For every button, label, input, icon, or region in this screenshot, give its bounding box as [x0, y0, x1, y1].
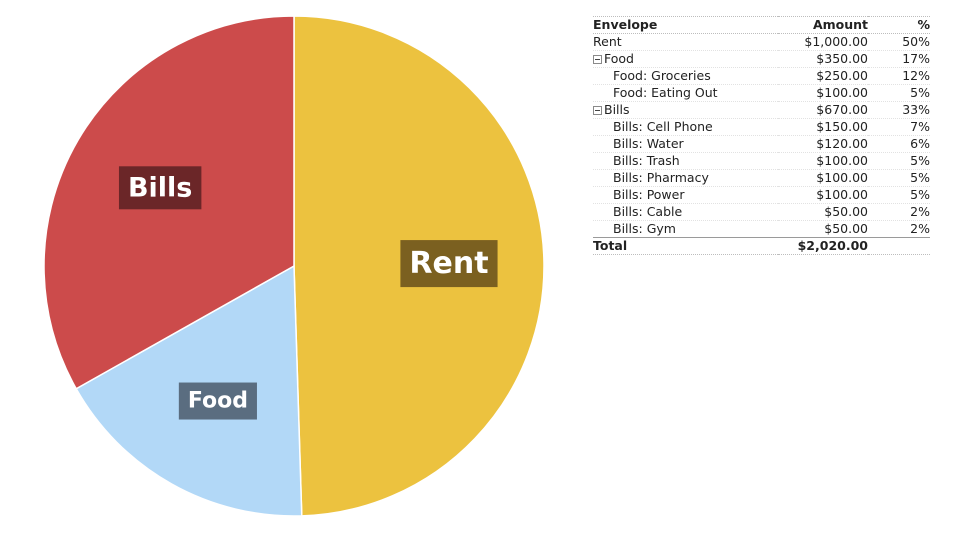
row-envelope: Bills: Cable	[593, 203, 778, 221]
row-amount: $100.00	[778, 84, 868, 102]
total-amount: $2,020.00	[778, 237, 868, 255]
row-percent: 12%	[868, 67, 930, 85]
pie-label-box-bills	[118, 166, 202, 210]
row-envelope-label: Bills: Cable	[613, 204, 683, 219]
row-envelope: Bills: Trash	[593, 152, 778, 170]
row-amount: $250.00	[778, 67, 868, 85]
pie-label-bills: Bills	[128, 172, 192, 203]
row-envelope[interactable]: Bills	[593, 101, 778, 119]
table-row: Bills: Cable $50.00 2%	[593, 203, 930, 221]
row-envelope-label: Bills: Pharmacy	[613, 170, 709, 185]
row-percent: 5%	[868, 169, 930, 187]
table-row: Bills: Power $100.00 5%	[593, 186, 930, 204]
row-envelope-label: Food	[604, 51, 634, 66]
row-percent: 7%	[868, 118, 930, 136]
row-percent: 33%	[868, 101, 930, 119]
table-row: Bills: Gym $50.00 2%	[593, 220, 930, 238]
row-envelope-label: Bills: Power	[613, 187, 685, 202]
row-envelope: Bills: Power	[593, 186, 778, 204]
row-amount: $1,000.00	[778, 33, 868, 51]
row-percent: 50%	[868, 33, 930, 51]
table-row: Bills: Trash $100.00 5%	[593, 152, 930, 170]
row-envelope: Food: Groceries	[593, 67, 778, 85]
header-percent: %	[868, 16, 930, 34]
row-percent: 5%	[868, 186, 930, 204]
row-amount: $50.00	[778, 220, 868, 238]
row-percent: 17%	[868, 50, 930, 68]
row-envelope: Bills: Cell Phone	[593, 118, 778, 136]
row-envelope-label: Rent	[593, 34, 622, 49]
row-envelope: Bills: Water	[593, 135, 778, 153]
row-percent: 6%	[868, 135, 930, 153]
header-envelope: Envelope	[593, 16, 778, 34]
row-envelope-label: Bills: Gym	[613, 221, 676, 236]
row-envelope-label: Food: Eating Out	[613, 85, 718, 100]
table-row: Food: Eating Out $100.00 5%	[593, 84, 930, 102]
row-amount: $670.00	[778, 101, 868, 119]
pie-label-box-food	[178, 382, 257, 420]
row-amount: $100.00	[778, 186, 868, 204]
header-amount: Amount	[778, 16, 868, 34]
pie-label-food: Food	[188, 389, 248, 414]
collapse-minus-icon[interactable]	[593, 55, 602, 64]
row-amount: $100.00	[778, 152, 868, 170]
row-amount: $50.00	[778, 203, 868, 221]
row-envelope-label: Bills: Cell Phone	[613, 119, 713, 134]
pie-chart: Rent Food Bills	[43, 15, 545, 517]
row-percent: 2%	[868, 203, 930, 221]
total-label: Total	[593, 237, 778, 255]
row-envelope-label: Bills: Water	[613, 136, 684, 151]
row-envelope-label: Food: Groceries	[613, 68, 711, 83]
row-amount: $350.00	[778, 50, 868, 68]
row-envelope: Bills: Pharmacy	[593, 169, 778, 187]
row-envelope: Rent	[593, 33, 778, 51]
row-amount: $120.00	[778, 135, 868, 153]
row-amount: $100.00	[778, 169, 868, 187]
collapse-minus-icon[interactable]	[593, 106, 602, 115]
row-percent: 2%	[868, 220, 930, 238]
table-total-row: Total $2,020.00	[593, 237, 930, 255]
row-envelope: Bills: Gym	[593, 220, 778, 238]
row-envelope-label: Bills: Trash	[613, 153, 680, 168]
row-percent: 5%	[868, 152, 930, 170]
envelope-table: Envelope Amount % Rent $1,000.00 50% Food $3…	[593, 16, 930, 255]
table-row: Bills: Pharmacy $100.00 5%	[593, 169, 930, 187]
table-header-row: Envelope Amount %	[593, 16, 930, 34]
table-row: Rent $1,000.00 50%	[593, 33, 930, 51]
pie-label-rent: Rent	[409, 246, 488, 281]
row-envelope: Food: Eating Out	[593, 84, 778, 102]
total-percent	[868, 237, 930, 255]
row-percent: 5%	[868, 84, 930, 102]
table-row: Food: Groceries $250.00 12%	[593, 67, 930, 85]
table-group-row: Bills $670.00 33%	[593, 101, 930, 119]
row-amount: $150.00	[778, 118, 868, 136]
table-group-row: Food $350.00 17%	[593, 50, 930, 68]
table-row: Bills: Cell Phone $150.00 7%	[593, 118, 930, 136]
pie-label-box-rent	[400, 240, 498, 288]
row-envelope[interactable]: Food	[593, 50, 778, 68]
table-row: Bills: Water $120.00 6%	[593, 135, 930, 153]
row-envelope-label: Bills	[604, 102, 630, 117]
